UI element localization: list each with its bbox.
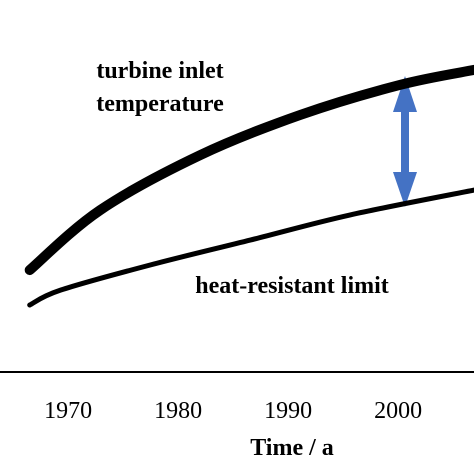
gap-arrow xyxy=(393,76,417,207)
series-line xyxy=(27,187,474,308)
annotation: heat-resistant limit xyxy=(195,273,389,299)
annotation: turbine inlet xyxy=(96,58,223,84)
series-line xyxy=(24,64,474,276)
x-tick-label: 1980 xyxy=(154,398,202,424)
x-tick-label: 1990 xyxy=(264,398,312,424)
x-axis-label: Time / a xyxy=(250,435,334,461)
annotation: temperature xyxy=(96,91,224,117)
x-tick-label: 2000 xyxy=(374,398,422,424)
x-tick-label: 1970 xyxy=(44,398,92,424)
